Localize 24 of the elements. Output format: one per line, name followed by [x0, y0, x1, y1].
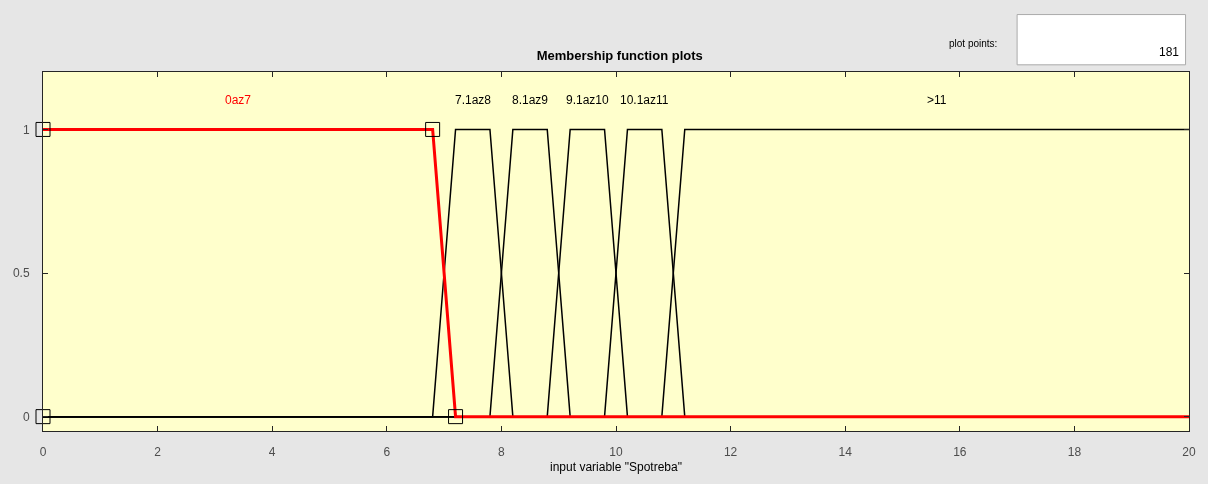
series-label: 9.1az10	[566, 93, 610, 107]
x-tick-label: 16	[953, 445, 967, 460]
chart-title: Membership function plots	[536, 47, 703, 63]
x-tick-label: 14	[838, 445, 853, 460]
y-tick-label: 1	[22, 122, 30, 137]
text: plot points:	[949, 38, 998, 49]
y-tick-label: 0.5	[12, 266, 30, 281]
x-tick-label: 12	[723, 445, 738, 460]
x-tick-label: 6	[383, 445, 391, 460]
series-label: 8.1az9	[512, 93, 549, 107]
series-label: 10.1az11	[620, 93, 669, 107]
x-tick-label: 8	[498, 445, 506, 460]
y-tick-label: 0	[22, 409, 30, 424]
x-tick-label: 18	[1067, 445, 1082, 460]
series-label: >11	[927, 93, 947, 107]
x-tick-label: 20	[1182, 445, 1196, 460]
text: 181	[1159, 45, 1180, 59]
x-tick-label: 2	[154, 445, 162, 460]
x-axis-title: input variable "Spotreba"	[550, 460, 682, 475]
x-tick-label: 10	[609, 445, 623, 460]
x-tick-label: 0	[39, 445, 47, 460]
x-tick-label: 4	[268, 445, 276, 460]
series-label: 0az7	[225, 93, 252, 107]
series-label: 7.1az8	[455, 93, 492, 107]
